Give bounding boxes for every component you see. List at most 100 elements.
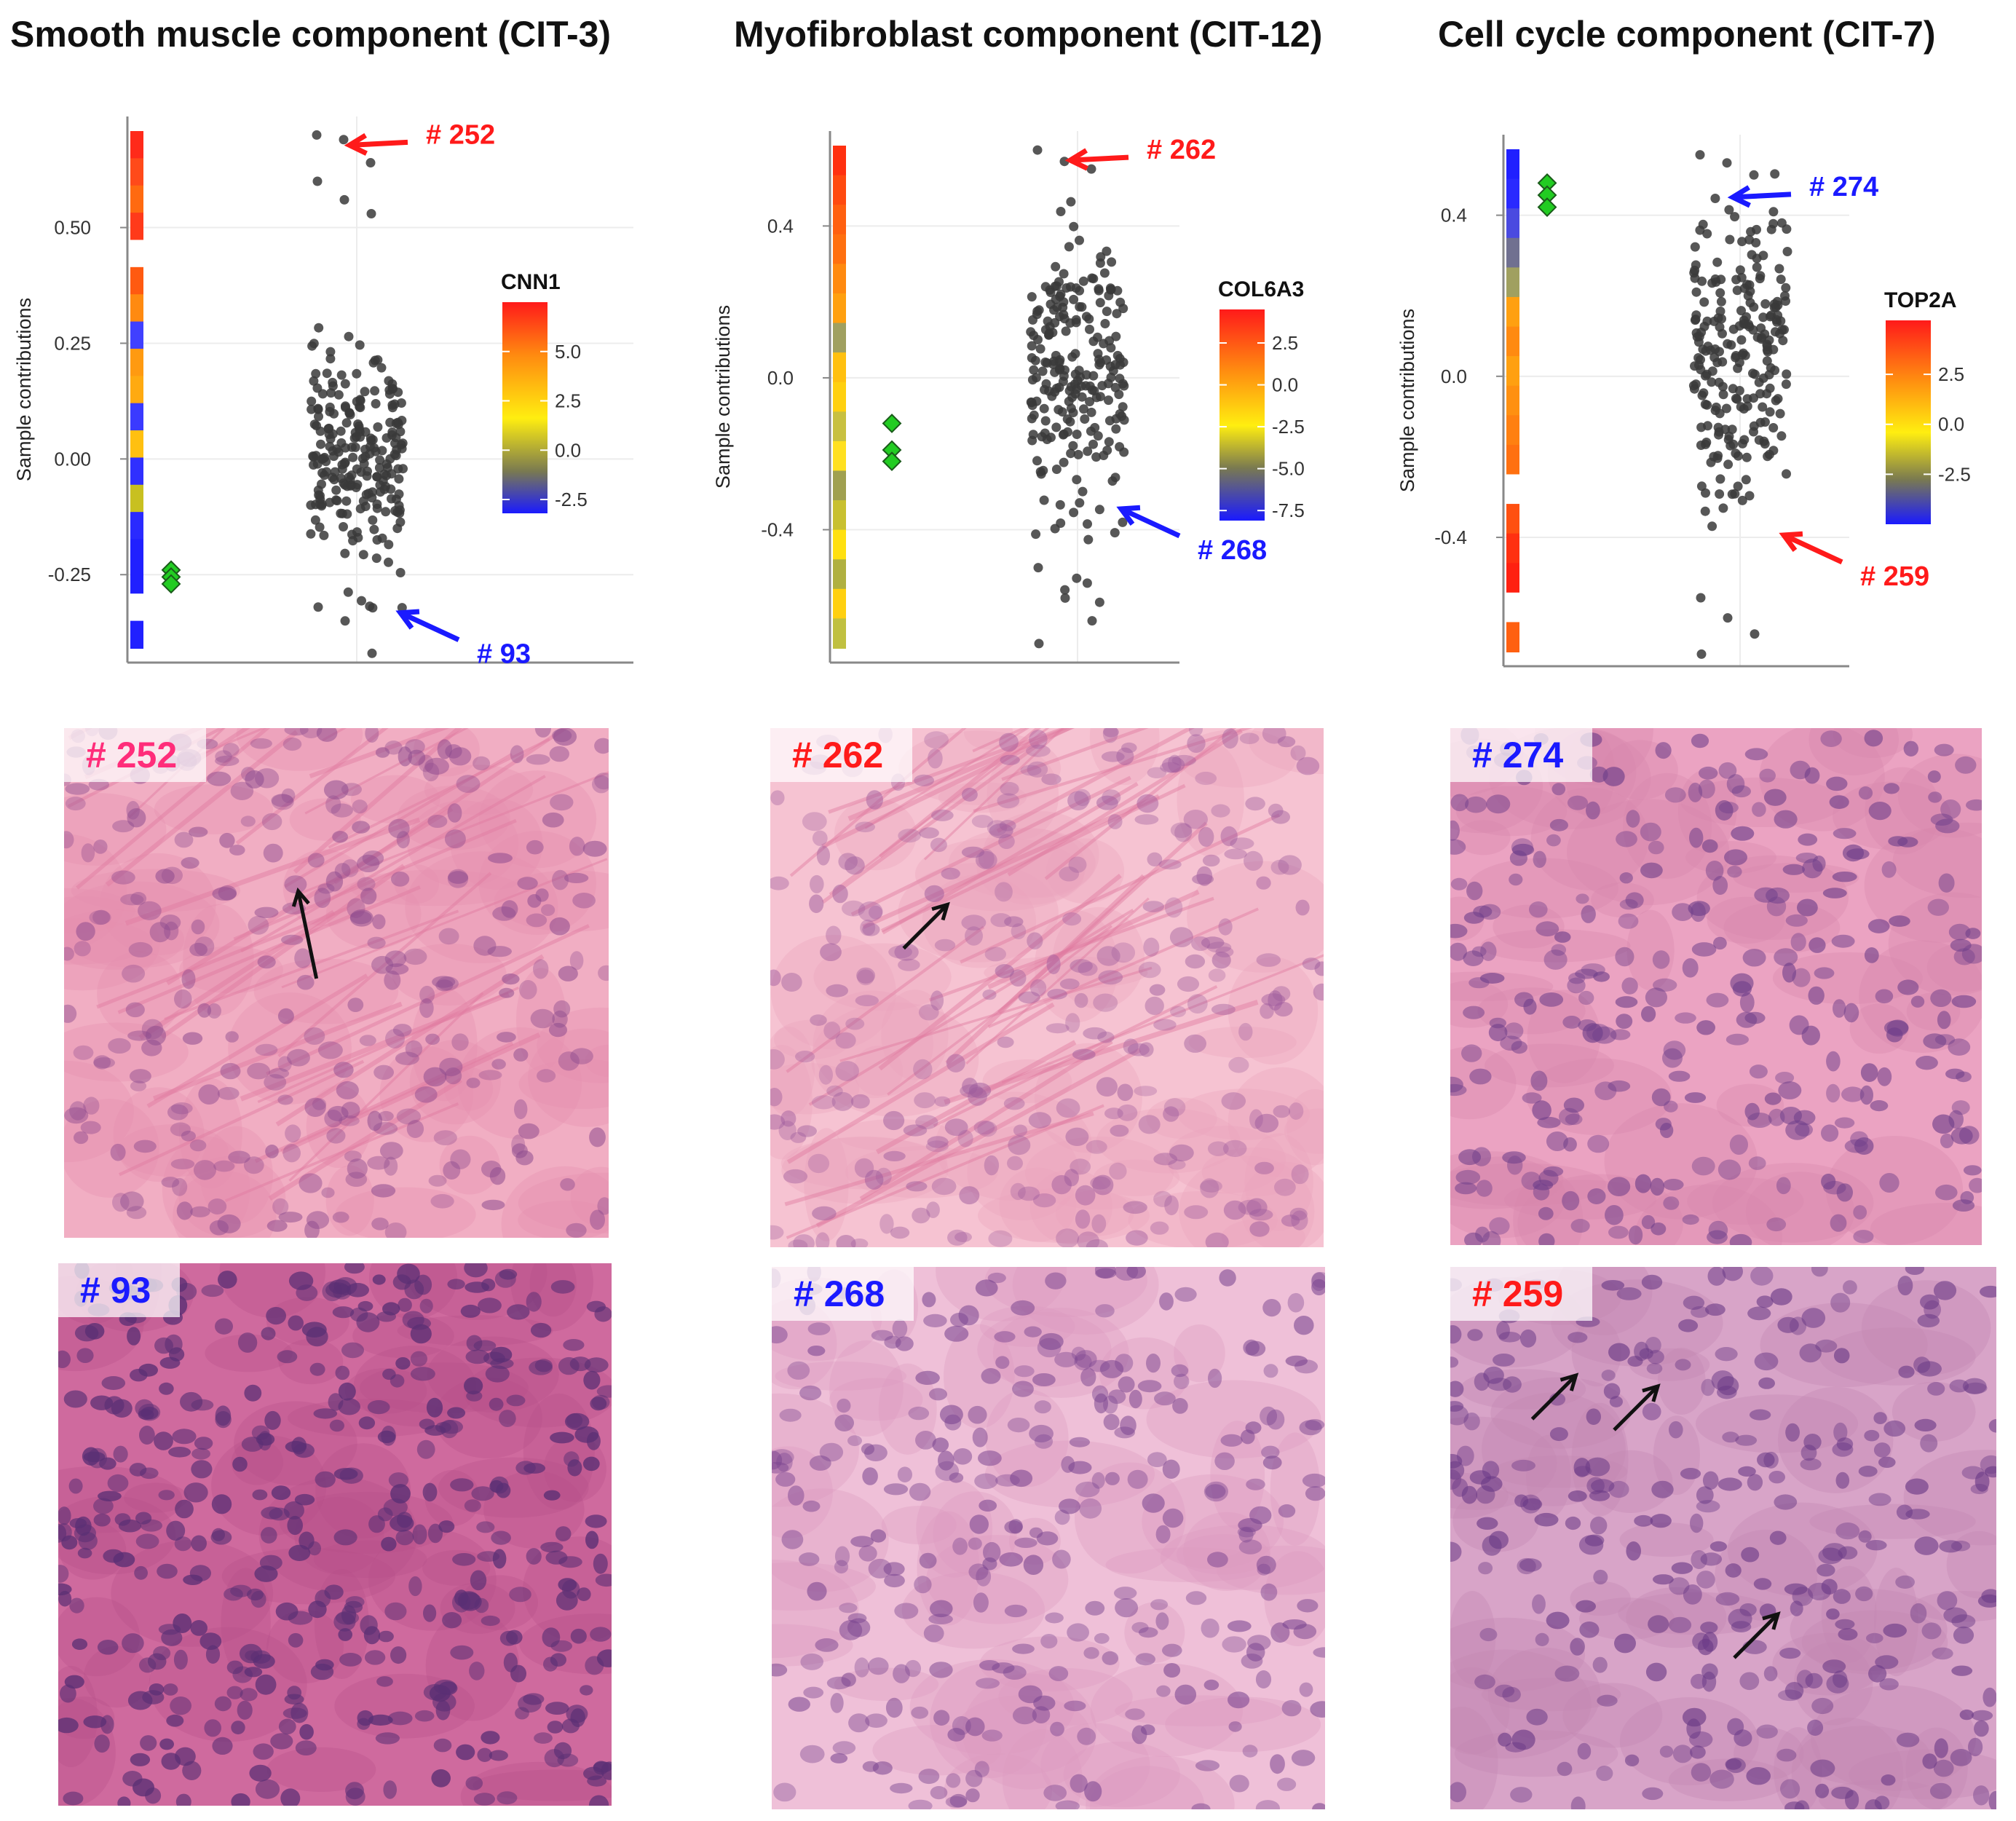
cell-nucleus — [1109, 1162, 1127, 1180]
cell-nucleus — [1625, 892, 1644, 909]
cell-nucleus — [510, 745, 524, 764]
stroma-patch — [1210, 1421, 1265, 1530]
cell-nucleus — [69, 1101, 87, 1121]
cell-nucleus — [272, 794, 294, 810]
sample-point — [395, 517, 406, 527]
cell-nucleus — [1511, 1040, 1527, 1054]
cell-nucleus — [444, 829, 466, 849]
cell-nucleus — [135, 1533, 159, 1549]
annotation-arrow — [1782, 532, 1843, 565]
sample-points — [1688, 150, 1792, 659]
cell-nucleus — [1116, 747, 1134, 765]
sample-point — [1072, 430, 1082, 439]
cell-nucleus — [1479, 973, 1505, 984]
cell-nucleus — [1108, 1389, 1126, 1405]
cell-nucleus — [1502, 1686, 1521, 1702]
sample-point — [1111, 331, 1121, 341]
sample-point — [1039, 495, 1049, 505]
cell-nucleus — [175, 1499, 194, 1519]
stroma-patch — [111, 1539, 274, 1647]
cell-nucleus — [1939, 1540, 1963, 1553]
sample-point — [382, 459, 392, 469]
cell-nucleus — [973, 1592, 989, 1613]
cell-nucleus — [1203, 1679, 1220, 1691]
cell-nucleus — [364, 1650, 386, 1665]
sample-color-strip-segment — [1506, 178, 1519, 210]
cell-nucleus — [924, 731, 949, 749]
cell-nucleus — [1514, 992, 1534, 1008]
cell-nucleus — [1273, 1105, 1291, 1118]
stroma-patch — [1128, 1190, 1278, 1247]
sample-point — [1102, 246, 1112, 256]
cell-nucleus — [1120, 1415, 1137, 1435]
cell-nucleus — [499, 1410, 516, 1427]
stroma-patch — [1912, 1591, 1996, 1622]
cell-nucleus — [1111, 942, 1136, 963]
cell-nucleus — [426, 1397, 443, 1418]
cell-nucleus — [1299, 1420, 1322, 1436]
cell-nucleus — [435, 979, 454, 992]
cell-nucleus — [384, 1156, 398, 1176]
cell-nucleus — [1526, 1708, 1548, 1726]
cell-nucleus — [1974, 1720, 1989, 1737]
cell-nucleus — [530, 1008, 555, 1029]
cell-nucleus — [1059, 866, 1080, 882]
cell-nucleus — [1054, 1509, 1070, 1525]
y-tick-label: -0.25 — [48, 564, 91, 585]
cell-nucleus — [1162, 1459, 1180, 1479]
cell-nucleus — [367, 1400, 390, 1415]
cell-nucleus — [74, 1324, 99, 1342]
cell-nucleus — [1651, 1480, 1674, 1498]
cell-nucleus — [1050, 1721, 1064, 1737]
cell-nucleus — [1034, 1400, 1051, 1414]
cell-nucleus — [359, 1035, 376, 1046]
sample-point — [1698, 219, 1708, 229]
cell-nucleus — [515, 1707, 529, 1720]
cell-nucleus — [799, 1552, 820, 1566]
collagen-fiber — [960, 813, 1281, 964]
cell-nucleus — [1004, 916, 1024, 928]
cell-nucleus — [1202, 854, 1220, 867]
stroma-patch — [424, 765, 534, 815]
cell-nucleus — [892, 1319, 908, 1338]
cell-nucleus — [1937, 1591, 1958, 1611]
cell-nucleus — [1817, 1563, 1835, 1577]
cell-nucleus — [288, 1271, 314, 1290]
cell-nucleus — [595, 1573, 612, 1587]
cell-nucleus — [1311, 1279, 1325, 1296]
collagen-fiber — [224, 1102, 459, 1203]
cell-nucleus — [1198, 826, 1214, 847]
cell-nucleus — [1171, 1364, 1189, 1378]
cell-nucleus — [1103, 728, 1119, 738]
cell-nucleus — [1795, 853, 1818, 864]
stroma-patch — [811, 1002, 979, 1117]
cell-nucleus — [1219, 1269, 1236, 1287]
sample-point — [353, 533, 363, 542]
cell-nucleus — [1472, 1147, 1491, 1166]
cell-nucleus — [941, 867, 960, 880]
cell-nucleus — [800, 1653, 823, 1670]
stroma-patch — [1450, 1151, 1564, 1209]
cell-nucleus — [1239, 732, 1260, 744]
sample-point — [1768, 344, 1779, 355]
cell-nucleus — [1910, 995, 1925, 1008]
cell-nucleus — [1853, 1230, 1874, 1244]
cell-nucleus — [1916, 1056, 1938, 1070]
cell-nucleus — [120, 893, 144, 906]
stroma-patch — [772, 1559, 859, 1659]
cell-nucleus — [1278, 1504, 1296, 1518]
sample-point — [1087, 385, 1097, 395]
cell-nucleus — [1535, 921, 1560, 937]
stroma-patch — [1146, 1097, 1217, 1139]
cell-nucleus — [450, 1149, 471, 1169]
cell-nucleus — [1811, 1697, 1834, 1715]
cell-nucleus — [244, 1384, 262, 1402]
cell-nucleus — [1800, 1458, 1822, 1471]
cell-nucleus — [570, 1708, 585, 1727]
cell-nucleus — [438, 928, 459, 945]
cell-nucleus — [395, 1357, 411, 1370]
collagen-fiber — [887, 925, 1112, 1096]
sample-color-strip-segment — [833, 588, 846, 620]
cell-nucleus — [903, 1124, 928, 1137]
cell-nucleus — [810, 874, 824, 893]
